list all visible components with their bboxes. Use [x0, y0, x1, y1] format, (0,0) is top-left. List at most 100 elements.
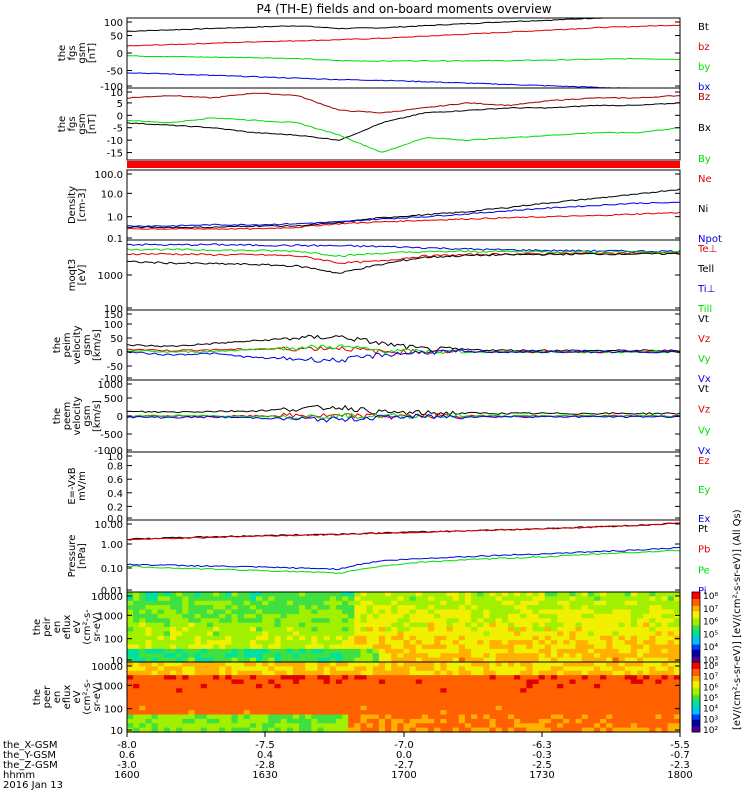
spectrogram-cell [587, 662, 595, 667]
spectrogram-cell [618, 657, 626, 663]
spectrogram-cell [483, 723, 491, 729]
spectrogram-cell [667, 648, 675, 654]
spectrogram-cell [139, 653, 147, 659]
y-tick-label: -100 [100, 374, 123, 385]
spectrogram-cell [329, 600, 337, 606]
spectrogram-cell [188, 662, 196, 667]
spectrogram-cell [489, 627, 497, 632]
spectrogram-cell [219, 723, 226, 729]
spectrogram-cell [157, 631, 165, 637]
spectrogram-cell [471, 648, 478, 654]
spectrogram-cell [673, 640, 681, 646]
spectrogram-cell [667, 670, 675, 676]
spectrogram-cell [231, 662, 239, 667]
spectrogram-cell [299, 701, 306, 707]
spectrogram-cell [249, 662, 257, 667]
spectrogram-cell [372, 697, 380, 702]
spectrogram-cell [532, 714, 540, 720]
spectrogram-cell [237, 605, 245, 611]
x-row-label: hhmm [3, 770, 35, 781]
spectrogram-cell [200, 718, 208, 724]
spectrogram-cell [329, 627, 337, 632]
spectrogram-cell [471, 596, 478, 602]
spectrogram-cell [182, 648, 190, 654]
spectrogram-cell [311, 705, 319, 711]
spectrogram-cell [274, 609, 282, 615]
spectrogram-cell [268, 718, 276, 724]
spectrogram-cell [280, 618, 288, 624]
spectrogram-cell [213, 714, 220, 720]
spectrogram-cell [188, 631, 196, 637]
spectrogram-cell [606, 679, 614, 685]
spectrogram-cell [458, 688, 466, 694]
spectrogram-cell [145, 723, 153, 729]
spectrogram-cell [188, 675, 196, 681]
spectrogram-cell [440, 718, 448, 724]
spectrogram-cell [354, 666, 362, 672]
spectrogram-cell [231, 718, 239, 724]
spectrogram-cell [415, 710, 423, 716]
spectrogram-cell [507, 653, 515, 659]
spectrogram-cell [544, 600, 552, 606]
spectrogram-cell [606, 618, 614, 624]
spectrogram-cell [606, 688, 614, 694]
spectrogram-cell [225, 618, 233, 624]
spectrogram-cell [163, 613, 171, 619]
spectrogram-cell [372, 609, 380, 615]
spectrogram-cell [440, 701, 448, 707]
spectrogram-cell [299, 727, 306, 733]
spectrogram-cell [581, 718, 589, 724]
spectrogram-cell [507, 662, 515, 667]
spectrogram-cell [434, 613, 441, 619]
colorbar-tick-label: 10⁷ [703, 673, 718, 683]
spectrogram-cell [182, 692, 190, 698]
spectrogram-cell [550, 710, 558, 716]
spectrogram-cell [409, 657, 417, 663]
spectrogram-cell [538, 692, 546, 698]
spectrogram-cell [464, 697, 472, 702]
spectrogram-cell [170, 605, 177, 611]
spectrogram-cell [182, 653, 190, 659]
spectrogram-cell [317, 675, 325, 681]
spectrogram-cell [643, 688, 650, 694]
series-line-Vx [126, 348, 681, 363]
spectrogram-cell [612, 688, 620, 694]
spectrogram-cell [636, 723, 644, 729]
legend-Vz: Vz [698, 405, 710, 416]
spectrogram-cell [606, 710, 614, 716]
spectrogram-cell [434, 640, 441, 646]
spectrogram-cell [262, 683, 269, 689]
spectrogram-cell [170, 701, 177, 707]
spectrogram-cell [299, 653, 306, 659]
spectrogram-cell [655, 683, 663, 689]
spectrogram-cell [231, 701, 239, 707]
spectrogram-cell [667, 644, 675, 650]
spectrogram-cell [464, 627, 472, 632]
spectrogram-cell [600, 592, 607, 597]
spectrogram-cell [606, 727, 614, 733]
spectrogram-cell [409, 683, 417, 689]
spectrogram-cell [170, 697, 177, 702]
spectrogram-cell [372, 670, 380, 676]
spectrogram-cell [624, 666, 632, 672]
spectrogram-cell [550, 662, 558, 667]
spectrogram-cell [157, 609, 165, 615]
spectrogram-cell [514, 705, 521, 711]
spectrogram-cell [667, 701, 675, 707]
spectrogram-cell [163, 666, 171, 672]
spectrogram-cell [182, 618, 190, 624]
colorbar-segment [692, 728, 700, 731]
spectrogram-cell [151, 692, 159, 698]
spectrogram-cell [262, 631, 269, 637]
spectrogram-cell [446, 592, 454, 597]
spectrogram-cell [440, 683, 448, 689]
spectrogram-cell [157, 600, 165, 606]
spectrogram-cell [139, 622, 147, 628]
spectrogram-cell [397, 653, 405, 659]
spectrogram-cell [532, 723, 540, 729]
spectrogram-cell [581, 635, 589, 641]
spectrogram-cell [182, 613, 190, 619]
spectrogram-cell [127, 631, 134, 637]
spectrogram-cell [636, 640, 644, 646]
spectrogram-cell [477, 697, 484, 702]
